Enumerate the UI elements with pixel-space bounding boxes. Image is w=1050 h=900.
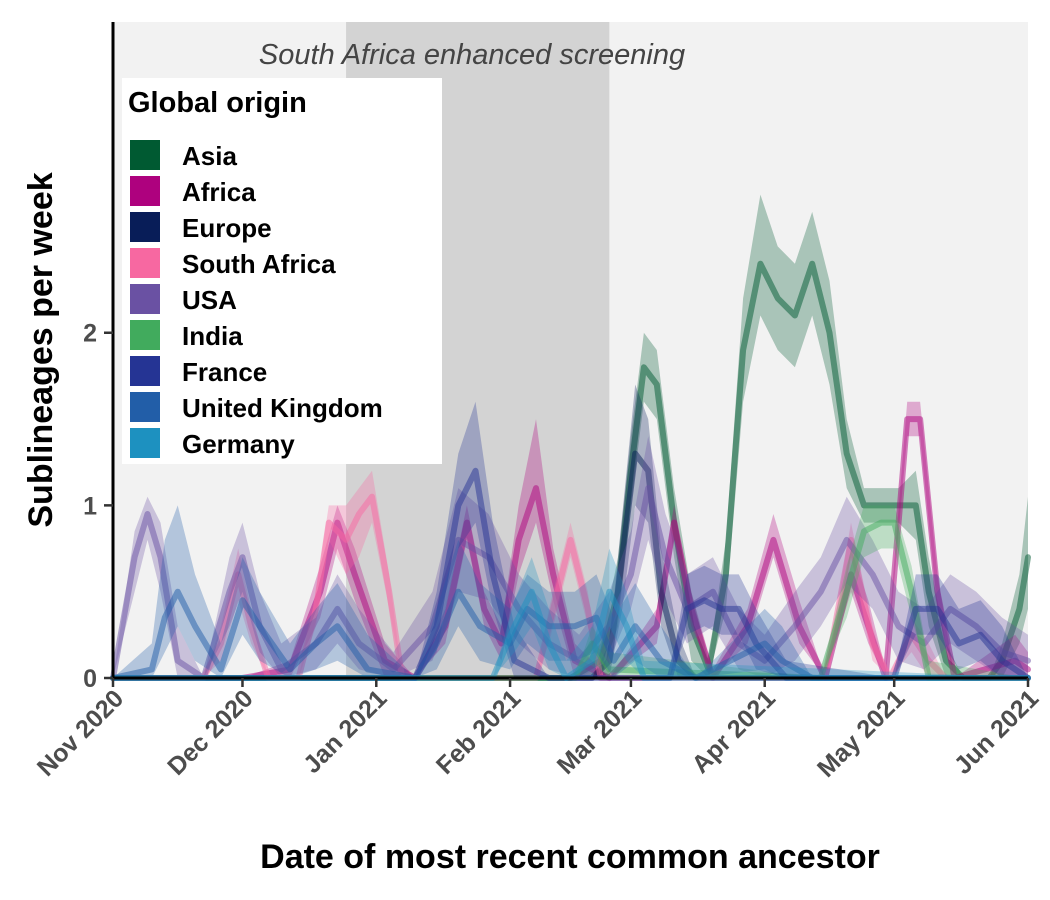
legend-label: Europe: [182, 213, 272, 243]
legend-swatch: [130, 392, 160, 422]
ribbon-africa: [113, 401, 1028, 678]
x-tick-label: Nov 2020: [32, 684, 129, 781]
series-usa: [110, 436, 1031, 681]
legend-item-africa: Africa: [130, 176, 256, 207]
legend-label: United Kingdom: [182, 393, 383, 423]
legend-swatch: [130, 320, 160, 350]
legend-label: France: [182, 357, 267, 387]
ribbon-asia: [113, 194, 1028, 678]
x-tick-label: Jun 2021: [949, 684, 1045, 780]
legend-title: Global origin: [128, 87, 307, 119]
legend-label: Asia: [182, 141, 237, 171]
x-tick-label: Jan 2021: [298, 684, 393, 779]
legend-item-united-kingdom: United Kingdom: [130, 392, 383, 423]
legend-item-usa: USA: [130, 284, 237, 315]
x-tick-label: Dec 2020: [162, 684, 258, 780]
legend-items: Asia Africa Europe South Africa USA India Fran…: [130, 140, 383, 459]
legend-swatch: [130, 428, 160, 458]
line-usa: [110, 485, 1031, 681]
x-axis-title: Date of most recent common ancestor: [260, 838, 880, 876]
series-france: [110, 401, 1031, 681]
x-tick-label: Feb 2021: [431, 684, 527, 780]
legend-label: South Africa: [182, 249, 336, 279]
shaded-period-label: South Africa enhanced screening: [259, 39, 685, 71]
legend-label: Africa: [182, 177, 256, 207]
legend-swatch: [130, 176, 160, 206]
legend-swatch: [130, 140, 160, 170]
legend-item-india: India: [130, 320, 243, 351]
line-france: [110, 467, 1031, 681]
legend-swatch: [130, 212, 160, 242]
legend-label: USA: [182, 285, 237, 315]
legend-item-south-africa: South Africa: [130, 248, 336, 279]
series-united-kingdom: [110, 505, 1031, 681]
series-india: [110, 505, 1031, 681]
legend: Global origin Asia Africa Europe South Afri…: [122, 78, 442, 464]
series-layer: [110, 194, 1031, 681]
legend-background: [122, 78, 442, 464]
x-tick-label: Apr 2021: [686, 684, 781, 779]
y-tick-label: 2: [83, 320, 97, 348]
legend-swatch: [130, 284, 160, 314]
x-tick-label: Mar 2021: [552, 684, 648, 780]
legend-item-asia: Asia: [130, 140, 237, 171]
legend-swatch: [130, 248, 160, 278]
line-united-kingdom: [110, 588, 1031, 681]
x-tick-label: May 2021: [812, 684, 910, 782]
y-tick-label: 1: [83, 492, 97, 520]
legend-swatch: [130, 356, 160, 386]
y-axis-title: Sublineages per week: [22, 172, 60, 527]
ribbon-south-africa: [113, 470, 1028, 678]
legend-label: Germany: [182, 429, 295, 459]
y-tick-label: 0: [83, 665, 97, 693]
legend-item-europe: Europe: [130, 212, 272, 243]
line-india: [110, 519, 1031, 681]
legend-item-france: France: [130, 356, 267, 387]
legend-item-germany: Germany: [130, 428, 295, 459]
legend-label: India: [182, 321, 243, 351]
